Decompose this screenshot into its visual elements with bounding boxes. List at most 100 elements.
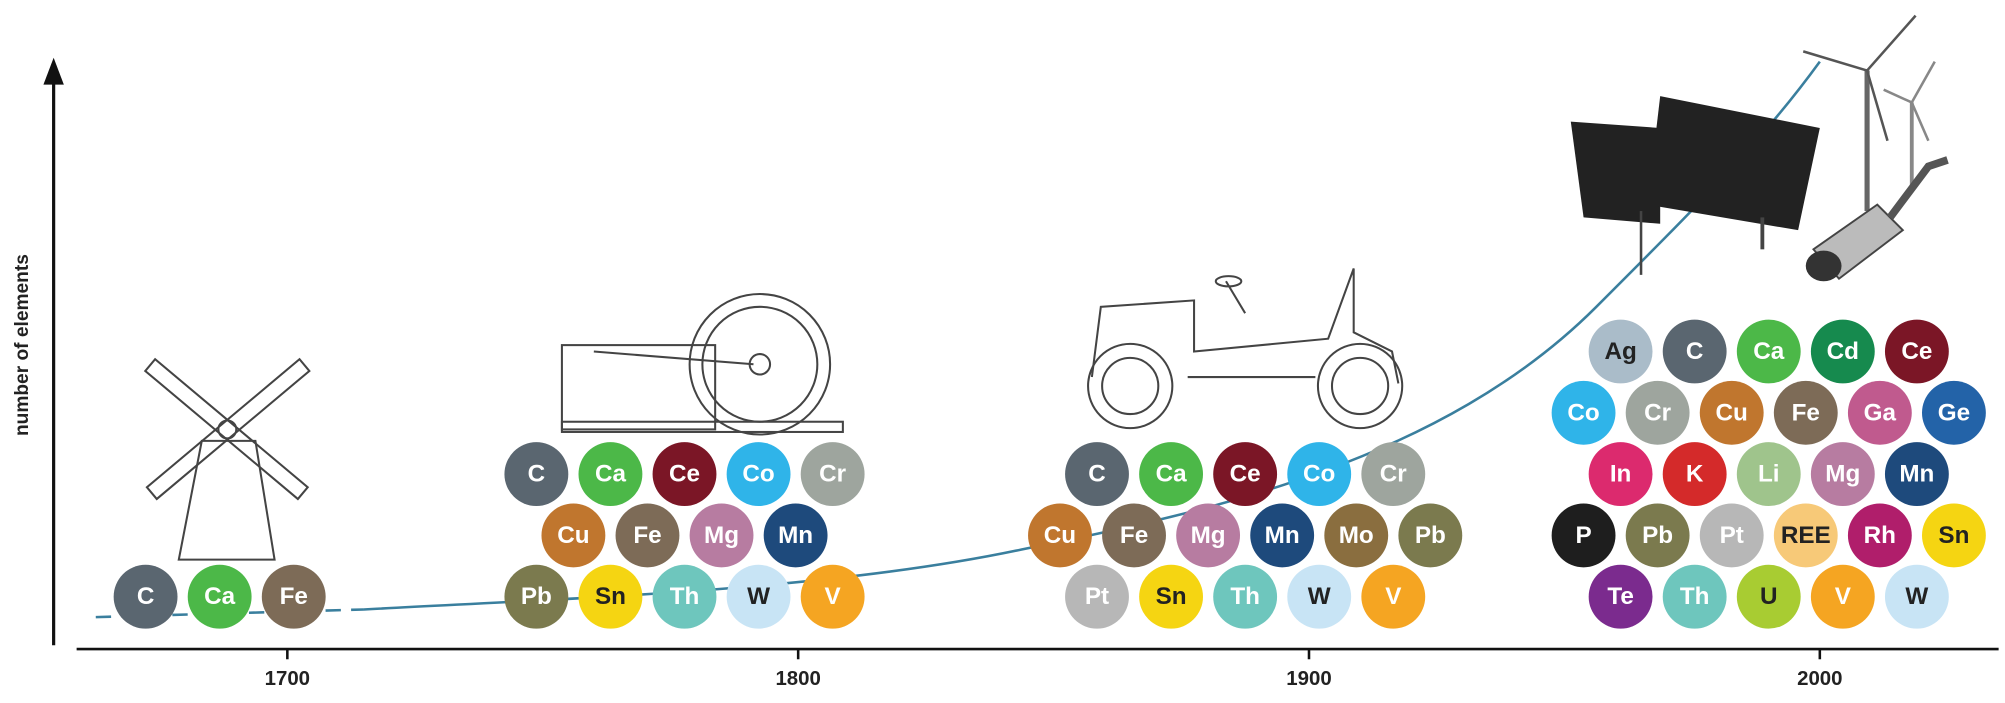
engine-illustration: [560, 293, 844, 436]
element-symbol: Cu: [557, 522, 589, 549]
element-badge: [1588, 319, 1653, 384]
element-symbol: Fe: [1792, 399, 1820, 426]
element-badge: [1250, 503, 1315, 568]
windmill-illustration: [143, 357, 311, 561]
element-badge: [1287, 442, 1352, 507]
element-symbol: Ag: [1604, 338, 1636, 365]
element-symbol: Mg: [1191, 522, 1226, 549]
element-badge: [1102, 503, 1166, 568]
element-badge: [615, 503, 680, 568]
car-illustration: [1087, 268, 1404, 430]
element-badge: [1736, 442, 1801, 507]
element-symbol: Co: [1567, 399, 1599, 426]
element-badge: [1361, 442, 1426, 507]
element-badge: [1139, 442, 1203, 507]
element-symbol: Ce: [1230, 461, 1261, 488]
element-symbol: W: [1905, 583, 1928, 610]
element-badge: [1884, 442, 1949, 507]
element-symbol: Ce: [1901, 338, 1932, 365]
element-badge: [1662, 442, 1727, 507]
renewables-illustration: [1570, 14, 1949, 282]
element-symbol: Th: [1680, 583, 1710, 610]
element-symbol: Ca: [1156, 461, 1188, 488]
element-symbol: V: [825, 583, 842, 610]
element-symbol: In: [1610, 461, 1632, 488]
element-symbol: C: [1088, 461, 1106, 488]
element-badge: [1625, 380, 1690, 445]
element-symbol: Sn: [1938, 522, 1969, 549]
element-badge: [1139, 564, 1203, 629]
element-symbol: Cr: [1644, 399, 1672, 426]
year-label: 2000: [1797, 668, 1842, 690]
element-badge: [1361, 564, 1426, 629]
element-badge: [1213, 442, 1278, 507]
year-label: 1800: [775, 668, 820, 690]
element-symbol: Cu: [1716, 399, 1748, 426]
element-badge: [689, 503, 754, 568]
element-symbol: Rh: [1864, 522, 1896, 549]
element-symbol: C: [528, 461, 546, 488]
element-badge: [578, 564, 643, 629]
element-badge: [504, 442, 569, 507]
element-badge: [1773, 503, 1838, 568]
element-badge: [113, 564, 178, 629]
element-badge: [726, 442, 791, 507]
element-badge: [504, 564, 569, 629]
element-symbol: U: [1760, 583, 1778, 610]
element-badge: [1810, 442, 1875, 507]
element-symbol: Ca: [1753, 338, 1785, 365]
element-badge: [1324, 503, 1389, 568]
element-badge: [1699, 503, 1764, 568]
element-symbol: Co: [742, 461, 774, 488]
year-label: 1900: [1286, 668, 1331, 690]
y-axis-label: number of elements: [12, 254, 33, 436]
element-symbol: Te: [1607, 583, 1633, 610]
element-badge: [1810, 319, 1875, 384]
element-symbol: C: [1686, 338, 1704, 365]
element-symbol: Mg: [1825, 461, 1860, 488]
year-label: 1700: [265, 668, 310, 690]
element-badge: [1588, 442, 1653, 507]
element-badge: [1921, 380, 1986, 445]
element-badge: [1847, 380, 1912, 445]
element-badge: [1921, 503, 1986, 568]
element-symbol: Mn: [778, 522, 813, 549]
element-symbol: Mn: [1265, 522, 1300, 549]
element-symbol: W: [747, 583, 770, 610]
element-badge: [1773, 380, 1838, 445]
element-symbol: Fe: [1120, 522, 1148, 549]
element-badge: [1736, 319, 1801, 384]
element-symbol: Fe: [280, 583, 308, 610]
element-badge: [1028, 503, 1092, 568]
element-badge: [1065, 442, 1129, 507]
element-symbol: V: [1385, 583, 1402, 610]
element-symbol: K: [1686, 461, 1704, 488]
element-badge: [1810, 564, 1875, 629]
element-symbol: Ce: [669, 461, 700, 488]
element-symbol: Cu: [1044, 522, 1076, 549]
y-axis-arrow: [43, 57, 64, 85]
element-symbol: Th: [1230, 583, 1260, 610]
element-badge: [1699, 380, 1764, 445]
element-symbol: Cd: [1827, 338, 1859, 365]
element-badge: [1287, 564, 1352, 629]
element-badge: [1736, 564, 1801, 629]
element-symbol: P: [1575, 522, 1591, 549]
element-badge: [1588, 564, 1653, 629]
element-badge: [1065, 564, 1129, 629]
element-badge: [652, 564, 717, 629]
element-symbol: C: [137, 583, 155, 610]
element-badge: [1213, 564, 1278, 629]
element-group: Ag C Ca Cd Ce Co Cr Cu Fe Ga Ge In K Li Mg Mn P Pb Pt REE Rh…: [1551, 319, 1986, 629]
element-symbol: Sn: [595, 583, 626, 610]
element-symbol: Pt: [1720, 522, 1744, 549]
element-symbol: Pt: [1085, 583, 1109, 610]
element-symbol: Cr: [1380, 461, 1408, 488]
element-badge: [800, 564, 865, 629]
element-badge: [578, 442, 643, 507]
element-badge: [800, 442, 865, 507]
element-group: C Ca Fe: [113, 564, 326, 629]
